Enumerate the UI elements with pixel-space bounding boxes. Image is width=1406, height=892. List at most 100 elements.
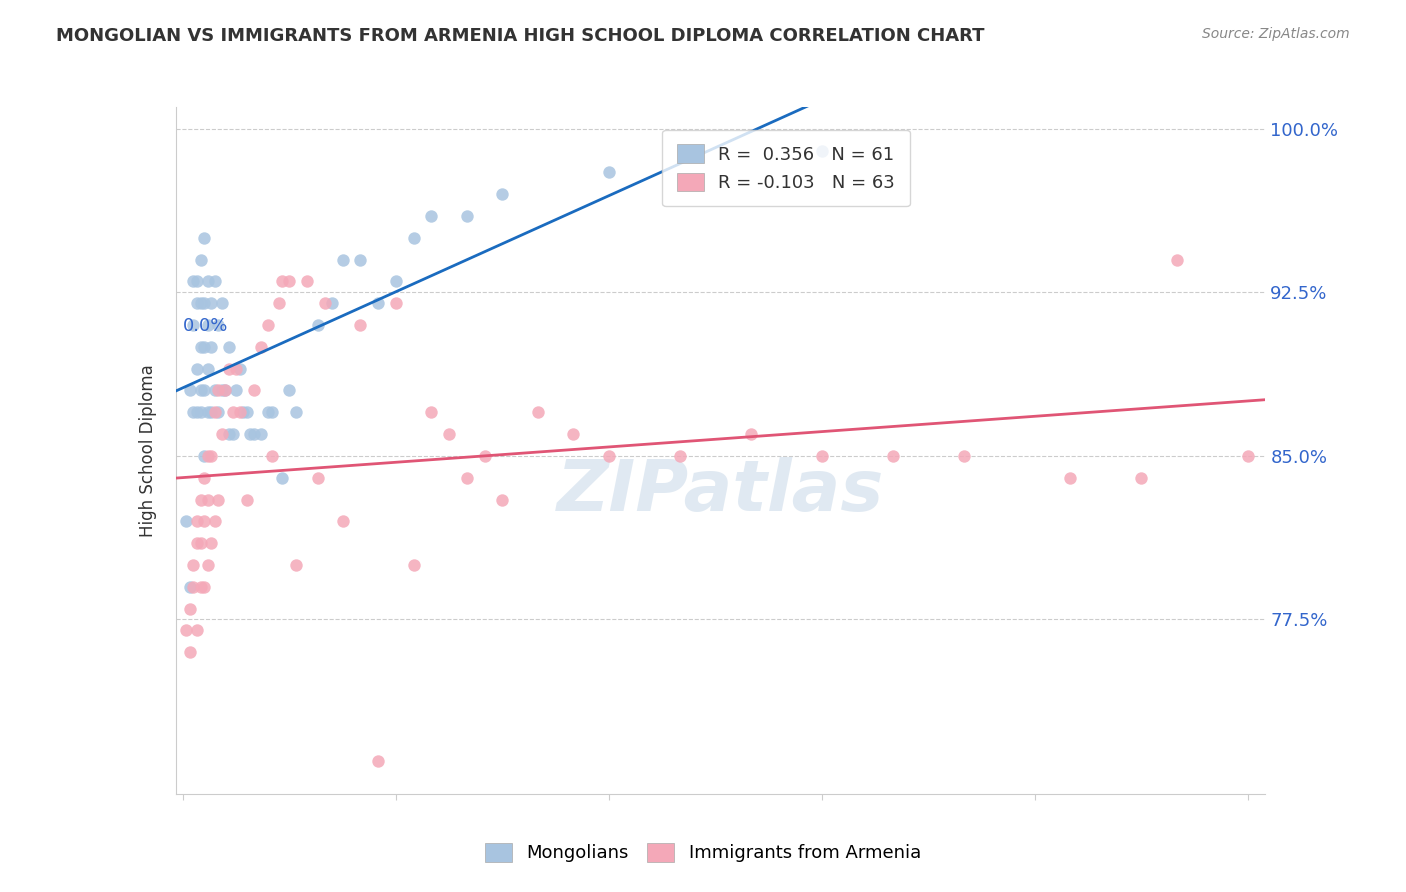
Point [197, 405, 219, 419]
Point [243, 384, 266, 398]
Point [193, 384, 215, 398]
Point [204, 405, 226, 419]
Point [214, 384, 236, 398]
Point [200, 449, 222, 463]
Point [225, 361, 247, 376]
Point [197, 558, 219, 572]
Y-axis label: High School Diploma: High School Diploma [139, 364, 157, 537]
Point [456, 209, 478, 223]
Point [200, 340, 222, 354]
Point [295, 275, 318, 289]
Point [278, 275, 301, 289]
Text: Source: ZipAtlas.com: Source: ZipAtlas.com [1202, 27, 1350, 41]
Point [810, 449, 832, 463]
Point [321, 296, 343, 310]
Point [179, 580, 201, 594]
Point [190, 580, 212, 594]
Point [197, 318, 219, 332]
Point [243, 427, 266, 442]
Point [190, 405, 212, 419]
Point [271, 275, 294, 289]
Point [367, 296, 389, 310]
Point [307, 471, 329, 485]
Point [179, 601, 201, 615]
Point [882, 449, 904, 463]
Point [200, 405, 222, 419]
Point [239, 427, 262, 442]
Point [183, 318, 205, 332]
Point [260, 449, 283, 463]
Point [668, 449, 690, 463]
Point [204, 384, 226, 398]
Point [186, 361, 208, 376]
Point [186, 624, 208, 638]
Point [332, 514, 354, 528]
Point [562, 427, 585, 442]
Point [349, 252, 371, 267]
Point [1130, 471, 1153, 485]
Text: 0.0%: 0.0% [183, 317, 228, 334]
Point [193, 514, 215, 528]
Point [349, 318, 371, 332]
Point [367, 754, 389, 768]
Point [193, 471, 215, 485]
Point [197, 275, 219, 289]
Point [190, 492, 212, 507]
Point [179, 384, 201, 398]
Point [285, 558, 308, 572]
Point [1059, 471, 1081, 485]
Point [200, 536, 222, 550]
Point [491, 492, 513, 507]
Point [420, 209, 443, 223]
Point [193, 296, 215, 310]
Point [250, 340, 273, 354]
Point [228, 405, 250, 419]
Point [385, 275, 408, 289]
Point [598, 165, 620, 179]
Point [190, 252, 212, 267]
Point [267, 296, 290, 310]
Point [1166, 252, 1188, 267]
Point [183, 405, 205, 419]
Point [221, 427, 243, 442]
Point [214, 384, 236, 398]
Point [402, 231, 425, 245]
Point [193, 449, 215, 463]
Point [1236, 449, 1258, 463]
Point [190, 296, 212, 310]
Point [193, 580, 215, 594]
Point [183, 558, 205, 572]
Point [211, 384, 233, 398]
Point [176, 514, 198, 528]
Point [193, 231, 215, 245]
Point [190, 384, 212, 398]
Point [183, 580, 205, 594]
Point [235, 405, 257, 419]
Point [456, 471, 478, 485]
Point [218, 361, 240, 376]
Point [250, 427, 273, 442]
Point [207, 492, 229, 507]
Point [193, 340, 215, 354]
Point [260, 405, 283, 419]
Point [218, 340, 240, 354]
Legend: R =  0.356   N = 61, R = -0.103   N = 63: R = 0.356 N = 61, R = -0.103 N = 63 [662, 130, 910, 206]
Point [179, 645, 201, 659]
Point [385, 296, 408, 310]
Point [183, 275, 205, 289]
Point [491, 187, 513, 202]
Point [402, 558, 425, 572]
Point [420, 405, 443, 419]
Point [197, 492, 219, 507]
Text: ZIPatlas: ZIPatlas [557, 458, 884, 526]
Point [257, 405, 280, 419]
Point [810, 144, 832, 158]
Point [176, 624, 198, 638]
Point [285, 405, 308, 419]
Point [225, 384, 247, 398]
Point [207, 384, 229, 398]
Point [271, 471, 294, 485]
Point [186, 405, 208, 419]
Point [204, 514, 226, 528]
Point [598, 449, 620, 463]
